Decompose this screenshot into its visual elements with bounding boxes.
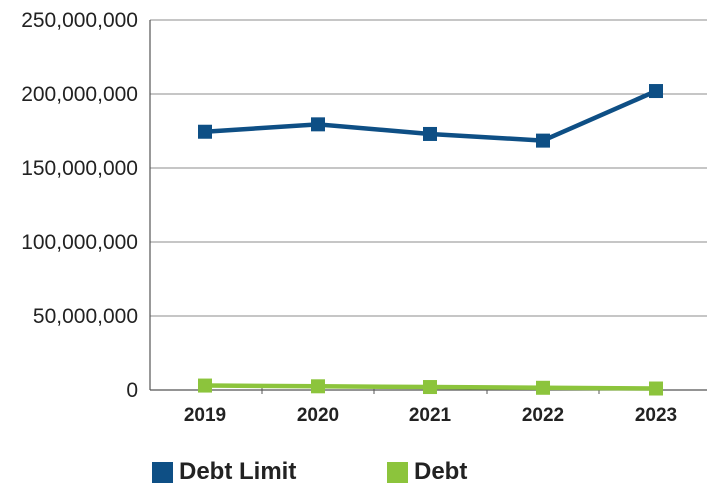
data-point <box>649 84 663 99</box>
y-axis-tick-labels: 0 50,000,000 100,000,000 150,000,000 200,000… <box>21 9 138 402</box>
x-tick-label: 2019 <box>184 405 226 426</box>
y-tick-label: 0 <box>126 379 138 402</box>
axes <box>149 20 707 394</box>
x-tick-label: 2023 <box>635 405 677 426</box>
x-axis-tick-labels: 2019 2020 2021 2022 2023 <box>184 405 677 426</box>
y-tick-label: 100,000,000 <box>21 231 138 254</box>
data-point <box>536 380 550 395</box>
data-point <box>423 126 437 141</box>
legend: Debt Limit Debt <box>0 458 707 490</box>
data-point <box>198 378 212 393</box>
y-tick-label: 50,000,000 <box>33 305 138 328</box>
data-point <box>649 381 663 396</box>
data-point <box>311 117 325 132</box>
series-lines <box>198 84 663 396</box>
data-point <box>311 379 325 394</box>
data-point <box>423 380 437 395</box>
data-point <box>536 133 550 148</box>
gridlines <box>150 19 707 317</box>
legend-swatch-debt-limit <box>152 461 173 483</box>
y-tick-label: 200,000,000 <box>21 83 138 106</box>
x-tick-label: 2021 <box>409 405 452 426</box>
legend-item-debt-limit: Debt Limit <box>152 458 296 486</box>
legend-item-debt: Debt <box>387 458 467 486</box>
data-point <box>198 124 212 139</box>
x-tick-label: 2022 <box>522 405 564 426</box>
legend-label-debt-limit: Debt Limit <box>179 458 297 485</box>
y-tick-label: 250,000,000 <box>21 9 138 32</box>
x-tick-label: 2020 <box>297 405 339 426</box>
y-tick-label: 150,000,000 <box>21 157 138 180</box>
legend-swatch-debt <box>387 461 408 483</box>
legend-label-debt: Debt <box>414 458 468 485</box>
